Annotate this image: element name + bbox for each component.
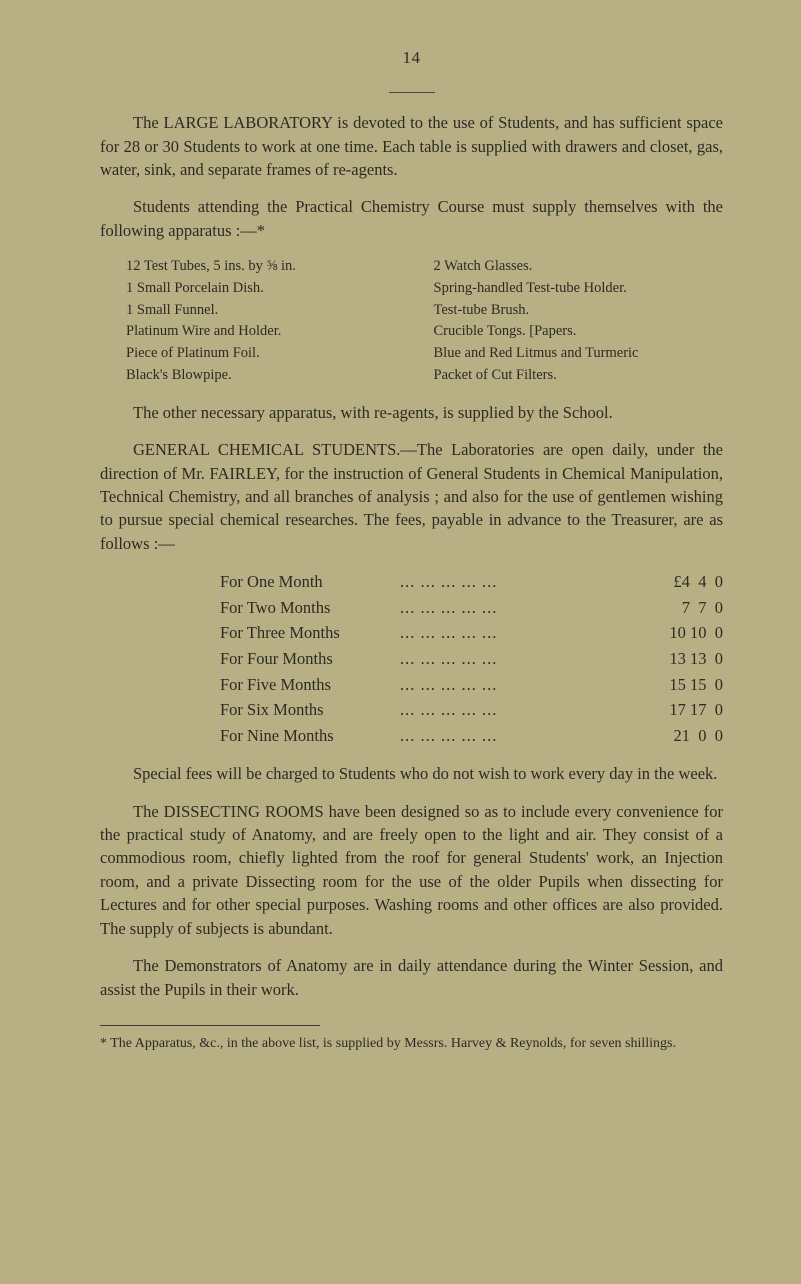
fee-row: For One Month ... ... ... ... ... £4 4 0: [100, 569, 723, 595]
fee-label: For Four Months: [100, 646, 400, 672]
paragraph-lab: The LARGE LABORATORY is devoted to the u…: [100, 111, 723, 181]
paragraph-apparatus-intro: Students attending the Practical Chemist…: [100, 195, 723, 242]
apparatus-item: Test-tube Brush.: [434, 300, 724, 322]
paragraph-other-apparatus: The other necessary apparatus, with re-a…: [100, 401, 723, 424]
fee-amount: 10 10 0: [623, 620, 723, 646]
apparatus-item: Packet of Cut Filters.: [434, 365, 724, 387]
fee-dots: ... ... ... ... ...: [400, 646, 623, 672]
fee-row: For Three Months ... ... ... ... ... 10 …: [100, 620, 723, 646]
fee-dots: ... ... ... ... ...: [400, 697, 623, 723]
fee-dots: ... ... ... ... ...: [400, 569, 623, 595]
fee-row: For Four Months ... ... ... ... ... 13 1…: [100, 646, 723, 672]
fee-amount: 7 7 0: [623, 595, 723, 621]
fee-dots: ... ... ... ... ...: [400, 723, 623, 749]
apparatus-item: Black's Blowpipe.: [126, 365, 416, 387]
fee-dots: ... ... ... ... ...: [400, 672, 623, 698]
paragraph-special-fees: Special fees will be charged to Students…: [100, 762, 723, 785]
apparatus-item: 1 Small Funnel.: [126, 300, 416, 322]
fee-amount: £4 4 0: [623, 569, 723, 595]
fee-dots: ... ... ... ... ...: [400, 595, 623, 621]
page-number: 14: [100, 46, 723, 70]
apparatus-col-left: 12 Test Tubes, 5 ins. by ⅝ in. 1 Small P…: [126, 256, 416, 387]
apparatus-list: 12 Test Tubes, 5 ins. by ⅝ in. 1 Small P…: [126, 256, 723, 387]
fee-row: For Nine Months ... ... ... ... ... 21 0…: [100, 723, 723, 749]
apparatus-item: Piece of Platinum Foil.: [126, 343, 416, 365]
footnote-rule: [100, 1025, 320, 1026]
fee-row: For Six Months ... ... ... ... ... 17 17…: [100, 697, 723, 723]
fee-table: For One Month ... ... ... ... ... £4 4 0…: [100, 569, 723, 748]
fee-label: For Three Months: [100, 620, 400, 646]
apparatus-col-right: 2 Watch Glasses. Spring-handled Test-tub…: [434, 256, 724, 387]
apparatus-item: 2 Watch Glasses.: [434, 256, 724, 278]
fee-label: For Five Months: [100, 672, 400, 698]
fee-label: For Two Months: [100, 595, 400, 621]
page-number-rule: [389, 92, 435, 93]
fee-amount: 21 0 0: [623, 723, 723, 749]
fee-amount: 13 13 0: [623, 646, 723, 672]
apparatus-item: Platinum Wire and Holder.: [126, 321, 416, 343]
footnote: * The Apparatus, &c., in the above list,…: [100, 1034, 723, 1054]
apparatus-item: 1 Small Porcelain Dish.: [126, 278, 416, 300]
fee-label: For One Month: [100, 569, 400, 595]
paragraph-demonstrators: The Demonstrators of Anatomy are in dail…: [100, 954, 723, 1001]
fee-amount: 17 17 0: [623, 697, 723, 723]
fee-label: For Nine Months: [100, 723, 400, 749]
apparatus-item: 12 Test Tubes, 5 ins. by ⅝ in.: [126, 256, 416, 278]
paragraph-dissecting-rooms: The DISSECTING ROOMS have been designed …: [100, 800, 723, 941]
paragraph-general-students: GENERAL CHEMICAL STUDENTS.—The Laborator…: [100, 438, 723, 555]
apparatus-item: Spring-handled Test-tube Holder.: [434, 278, 724, 300]
fee-amount: 15 15 0: [623, 672, 723, 698]
fee-label: For Six Months: [100, 697, 400, 723]
fee-dots: ... ... ... ... ...: [400, 620, 623, 646]
fee-row: For Five Months ... ... ... ... ... 15 1…: [100, 672, 723, 698]
apparatus-item: Crucible Tongs. [Papers.: [434, 321, 724, 343]
fee-row: For Two Months ... ... ... ... ... 7 7 0: [100, 595, 723, 621]
apparatus-item: Blue and Red Litmus and Turmeric: [434, 343, 724, 365]
